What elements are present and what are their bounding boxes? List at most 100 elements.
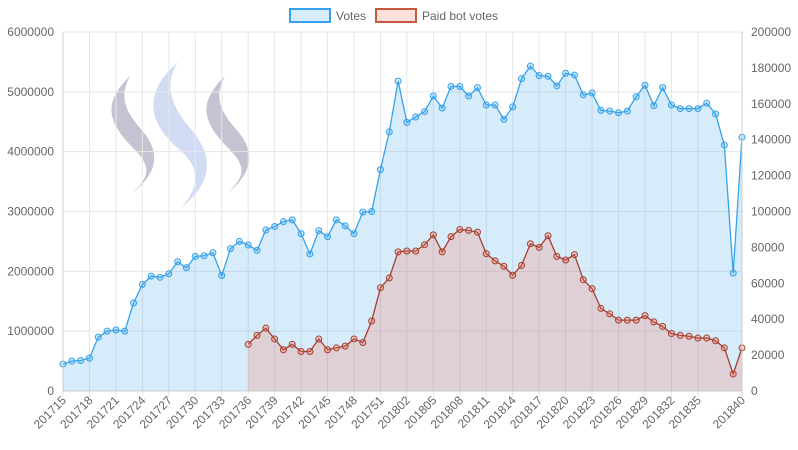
data-point[interactable] [623, 107, 631, 115]
data-point[interactable] [491, 101, 499, 109]
data-point[interactable] [174, 258, 182, 266]
data-point[interactable] [659, 84, 667, 92]
data-point[interactable] [147, 272, 155, 280]
data-point[interactable] [641, 81, 649, 89]
data-point[interactable] [376, 166, 384, 174]
data-point[interactable] [482, 101, 490, 109]
data-point[interactable] [412, 247, 420, 255]
data-point[interactable] [606, 310, 614, 318]
legend[interactable]: Votes Paid bot votes [289, 8, 498, 23]
data-point[interactable] [244, 340, 252, 348]
data-point[interactable] [182, 264, 190, 272]
data-point[interactable] [297, 348, 305, 356]
data-point[interactable] [253, 331, 261, 339]
data-point[interactable] [606, 107, 614, 115]
data-point[interactable] [650, 318, 658, 326]
data-point[interactable] [535, 243, 543, 251]
data-point[interactable] [465, 92, 473, 100]
data-point[interactable] [385, 128, 393, 136]
data-point[interactable] [315, 227, 323, 235]
data-point[interactable] [544, 232, 552, 240]
data-point[interactable] [667, 101, 675, 109]
data-point[interactable] [473, 84, 481, 92]
data-point[interactable] [209, 249, 217, 257]
data-point[interactable] [368, 208, 376, 215]
data-point[interactable] [447, 82, 455, 90]
data-point[interactable] [553, 252, 561, 260]
data-point[interactable] [438, 248, 446, 256]
data-point[interactable] [279, 346, 287, 354]
data-point[interactable] [394, 77, 402, 85]
data-point[interactable] [632, 93, 640, 101]
data-point[interactable] [676, 331, 684, 339]
data-point[interactable] [332, 216, 340, 224]
data-point[interactable] [720, 141, 728, 149]
data-point[interactable] [421, 108, 429, 116]
data-point[interactable] [632, 316, 640, 324]
data-point[interactable] [535, 72, 543, 80]
data-point[interactable] [597, 304, 605, 312]
data-point[interactable] [685, 332, 693, 340]
data-point[interactable] [315, 335, 323, 343]
data-point[interactable] [491, 257, 499, 265]
data-point[interactable] [262, 226, 270, 234]
data-point[interactable] [244, 241, 252, 249]
data-point[interactable] [473, 228, 481, 236]
data-point[interactable] [368, 317, 376, 325]
data-point[interactable] [526, 62, 534, 70]
data-point[interactable] [359, 339, 367, 347]
data-point[interactable] [429, 231, 437, 239]
data-point[interactable] [394, 248, 402, 256]
data-point[interactable] [306, 348, 314, 356]
data-point[interactable] [447, 233, 455, 241]
data-point[interactable] [500, 115, 508, 123]
data-point[interactable] [518, 75, 526, 83]
data-point[interactable] [456, 82, 464, 90]
data-point[interactable] [438, 104, 446, 112]
data-point[interactable] [615, 109, 623, 117]
data-point[interactable] [659, 322, 667, 330]
data-point[interactable] [570, 251, 578, 259]
data-point[interactable] [676, 105, 684, 113]
data-point[interactable] [227, 245, 235, 253]
data-point[interactable] [562, 256, 570, 264]
data-point[interactable] [544, 72, 552, 80]
data-point[interactable] [306, 250, 314, 258]
data-point[interactable] [403, 247, 411, 255]
data-point[interactable] [350, 335, 358, 343]
data-point[interactable] [288, 340, 296, 348]
data-point[interactable] [112, 326, 120, 334]
data-point[interactable] [597, 106, 605, 114]
data-point[interactable] [720, 344, 728, 352]
data-point[interactable] [235, 237, 243, 245]
data-point[interactable] [712, 110, 720, 118]
data-point[interactable] [279, 218, 287, 226]
data-point[interactable] [712, 337, 720, 345]
data-point[interactable] [77, 356, 85, 364]
data-point[interactable] [667, 330, 675, 338]
data-point[interactable] [703, 99, 711, 107]
data-point[interactable] [94, 333, 102, 341]
data-point[interactable] [623, 316, 631, 324]
data-point[interactable] [641, 312, 649, 320]
data-point[interactable] [526, 240, 534, 248]
data-point[interactable] [518, 261, 526, 269]
data-point[interactable] [729, 269, 737, 277]
data-point[interactable] [121, 327, 129, 335]
data-point[interactable] [324, 346, 332, 354]
data-point[interactable] [297, 230, 305, 238]
data-point[interactable] [262, 324, 270, 332]
data-point[interactable] [218, 272, 226, 280]
data-point[interactable] [68, 357, 76, 365]
data-point[interactable] [341, 342, 349, 350]
data-point[interactable] [579, 276, 587, 284]
data-point[interactable] [615, 316, 623, 324]
data-point[interactable] [359, 208, 367, 216]
data-point[interactable] [500, 262, 508, 270]
data-point[interactable] [509, 271, 517, 279]
data-point[interactable] [271, 222, 279, 230]
data-point[interactable] [588, 285, 596, 293]
data-point[interactable] [103, 327, 111, 335]
data-point[interactable] [588, 89, 596, 97]
legend-item-paid-bot-votes[interactable]: Paid bot votes [375, 8, 498, 23]
